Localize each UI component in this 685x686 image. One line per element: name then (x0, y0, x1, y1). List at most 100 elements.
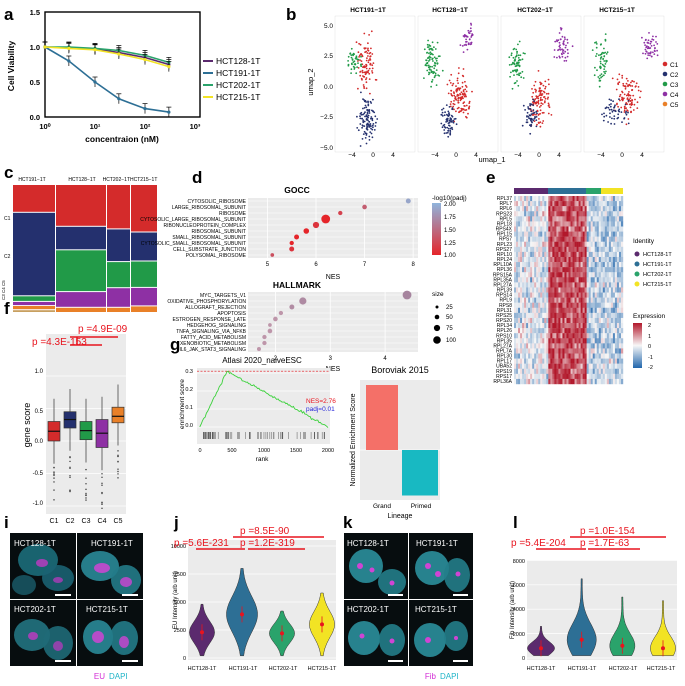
e-heat-cell (578, 363, 581, 369)
b-cell-point (441, 126, 444, 129)
e-heat-cell (522, 236, 525, 242)
b-cell-point (656, 54, 659, 57)
e-heat-cell (526, 211, 529, 217)
e-heat-cell (600, 373, 604, 380)
b-cell-point (449, 119, 452, 121)
e-heat-cell (592, 363, 595, 369)
e-heat-cell (560, 292, 563, 298)
e-gene-label: RPL31 (497, 308, 513, 314)
a-ylabel: Cell Viability (6, 41, 16, 92)
b-cell-point (371, 109, 373, 112)
e-heat-cell (594, 287, 597, 293)
e-heat-cell (534, 272, 537, 278)
e-heat-cell (606, 328, 610, 334)
e-heat-cell (592, 292, 595, 298)
e-heat-cell (516, 272, 519, 278)
e-heat-cell (560, 246, 563, 253)
e-heat-cell (598, 317, 601, 324)
e-heat-cell (576, 211, 579, 217)
b-cell-point (559, 56, 561, 59)
b-cell-point (623, 107, 626, 110)
b-cell-point (642, 52, 644, 55)
e-heat-cell (586, 277, 589, 283)
e-heat-cell (552, 378, 555, 385)
e-heat-cell (620, 343, 624, 349)
b-cell-point (357, 62, 359, 64)
b-cell-point (536, 95, 538, 98)
e-heat-cell (608, 302, 612, 308)
e-heat-cell (612, 323, 616, 329)
e-heat-cell (618, 262, 622, 268)
f-outlier (53, 466, 55, 469)
b-cell-point (532, 104, 535, 107)
b-cell-point (368, 139, 371, 141)
e-heat-cell (620, 328, 624, 334)
b-cell-point (524, 109, 526, 111)
e-heat-cell (608, 226, 612, 232)
e-heat-cell (564, 363, 567, 369)
e-heat-cell (520, 312, 523, 319)
e-heat-cell (608, 241, 612, 248)
e-heat-cell (558, 307, 561, 314)
e-heat-cell (580, 211, 583, 217)
e-heat-cell (600, 201, 604, 207)
e-heat-cell (590, 323, 593, 329)
e-heat-cell (580, 348, 583, 354)
e-heat-cell (568, 211, 571, 217)
e-heat-cell (598, 241, 601, 248)
e-heat-cell (562, 348, 565, 354)
b-cell-point (458, 89, 461, 91)
b-cell-point (635, 85, 637, 87)
e-heat-cell (584, 323, 587, 329)
e-heat-cell (612, 267, 616, 273)
e-heat-cell (576, 353, 579, 359)
e-heat-cell (618, 277, 622, 283)
b-cell-point (648, 32, 650, 34)
e-heat-cell (602, 307, 606, 314)
e-heat-cell (572, 251, 575, 258)
e-heat-cell (586, 338, 589, 344)
b-cell-point (622, 82, 625, 85)
e-heat-cell (518, 226, 521, 232)
e-heat-cell (554, 297, 557, 303)
c-segment (56, 226, 106, 250)
e-heat-cell (546, 206, 549, 212)
b-cell-point (544, 100, 546, 103)
e-heat-cell (542, 262, 545, 268)
b-cell-point (537, 114, 540, 116)
e-heat-cell (538, 312, 541, 319)
b-cell-point (428, 52, 430, 55)
e-heat-cell (536, 241, 539, 248)
f-xtick: C1 (50, 518, 59, 525)
e-heat-cell (572, 338, 575, 344)
e-heat-cell (578, 373, 581, 380)
e-heat-cell (522, 317, 525, 324)
b-cell-point (436, 41, 439, 44)
a-xtick: 10¹ (90, 122, 101, 131)
e-heat-cell (546, 221, 549, 227)
e-heat-cell (554, 226, 557, 232)
b-cell-point (595, 46, 598, 49)
e-heat-cell (520, 267, 523, 273)
f-outlier (85, 483, 87, 485)
b-cell-point (359, 59, 361, 61)
e-heat-cell (534, 373, 537, 380)
e-heat-cell (540, 297, 543, 303)
b-cell-point (442, 124, 445, 127)
a-point (167, 65, 171, 69)
e-heat-cell (564, 307, 567, 314)
e-heat-cell (544, 201, 547, 207)
e-heat-cell (566, 358, 569, 364)
e-heat-cell (530, 307, 533, 314)
f-outlier (53, 472, 55, 474)
e-heat-cell (568, 231, 571, 237)
b-cell-point (367, 103, 370, 106)
e-heat-cell (556, 297, 559, 303)
b-cell-point (426, 69, 429, 72)
e-heat-cell (538, 317, 541, 324)
b-cell-point (367, 42, 369, 45)
b-cell-point (365, 59, 368, 62)
e-heat-cell (560, 338, 563, 344)
e-heat-cell (582, 236, 585, 242)
b-cell-point (644, 39, 647, 41)
